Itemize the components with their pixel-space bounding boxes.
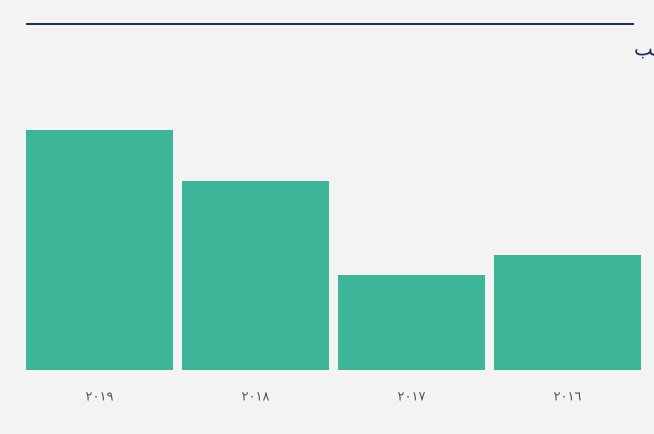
bar	[338, 275, 485, 370]
x-tick-label: ٢٠١٩	[86, 390, 114, 405]
x-tick-label: ٢٠١٦	[554, 390, 582, 405]
bar	[26, 130, 173, 370]
x-tick-label: ٢٠١٧	[398, 390, 426, 405]
x-tick-label: ٢٠١٨	[242, 390, 270, 405]
chart-title: ساعات التدريب	[634, 37, 654, 61]
bar	[182, 181, 329, 370]
bar	[494, 255, 641, 370]
